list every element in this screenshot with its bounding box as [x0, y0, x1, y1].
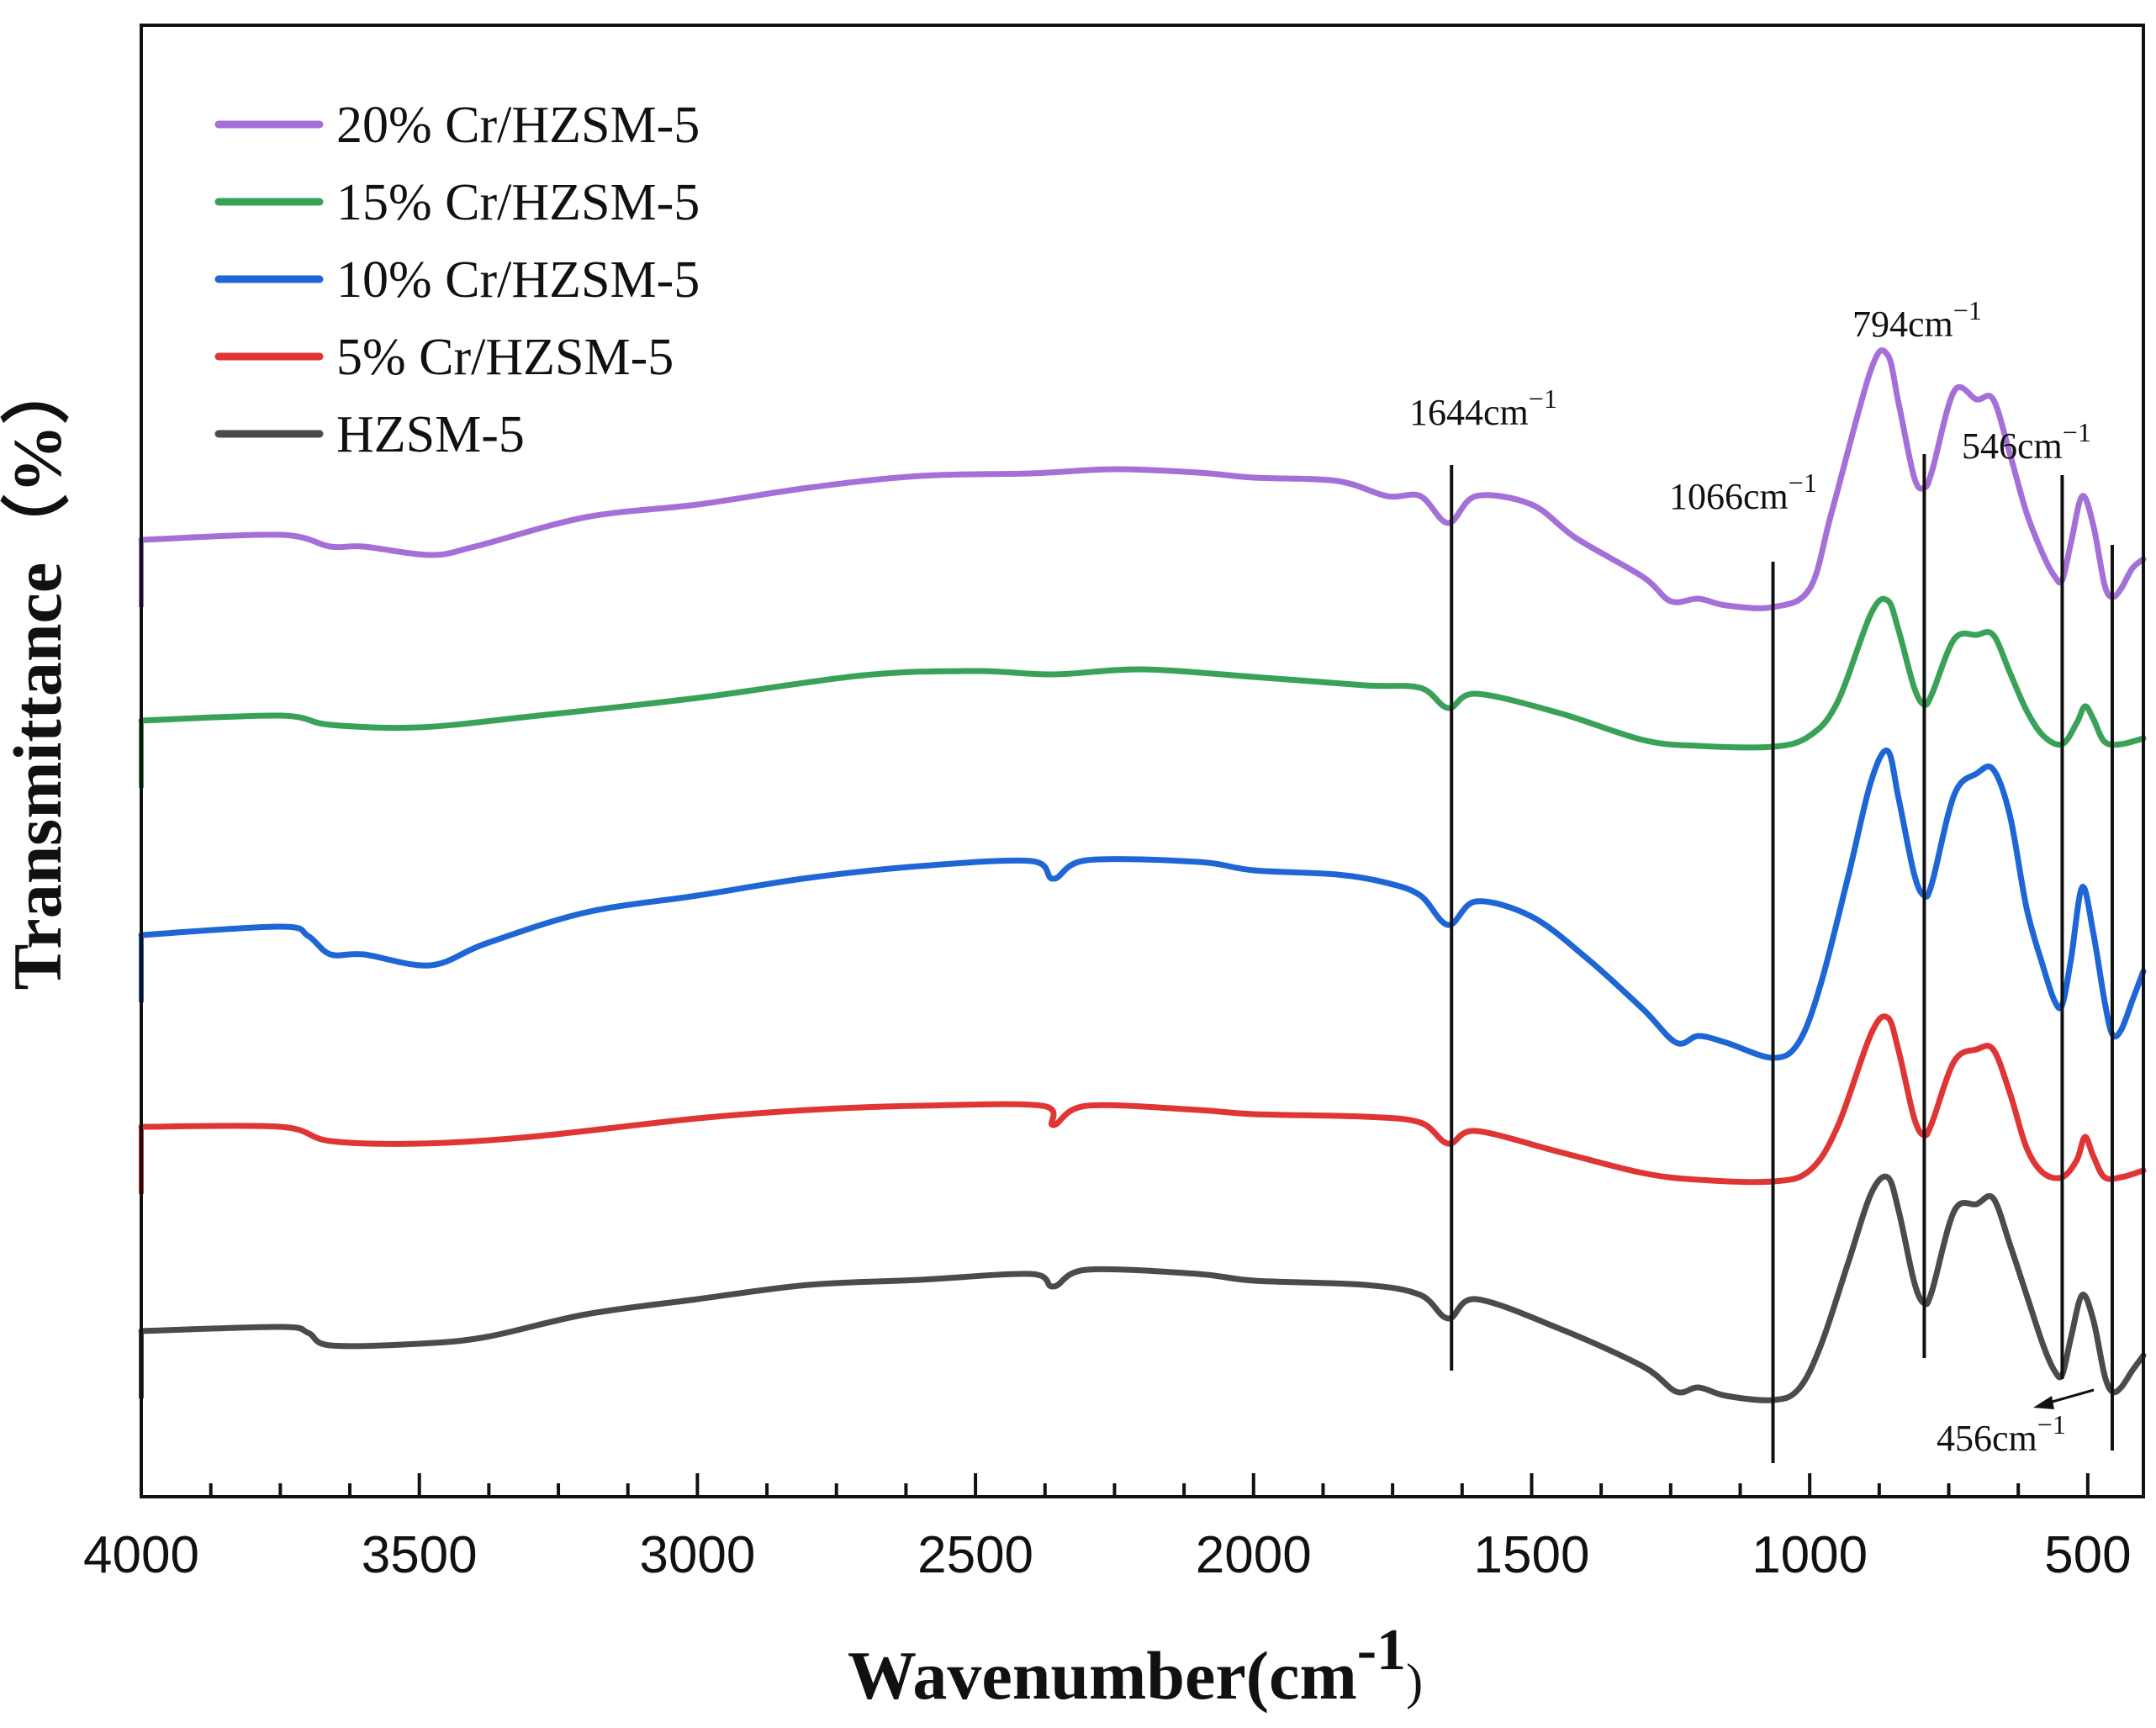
series-line-2	[138, 748, 2147, 1061]
legend-label-0: 20% Cr/HZSM-5	[336, 97, 700, 154]
series-line-0	[138, 347, 2147, 611]
series-line-3	[138, 1013, 2147, 1186]
x-tick-label-500: 500	[2044, 1526, 2131, 1584]
annotation-794: 794cm−1	[1852, 295, 1982, 345]
legend-label-4: HZSM-5	[336, 406, 525, 463]
annotation-1066: 1066cm−1	[1669, 468, 1817, 517]
x-tick-label-2500: 2500	[917, 1526, 1033, 1584]
annotation-456: 456cm−1	[1937, 1409, 2066, 1459]
legend: 20% Cr/HZSM-5 15% Cr/HZSM-5 10% Cr/HZSM-5 5…	[214, 97, 700, 463]
x-axis-ticks: 4000 3500 3000 2500 2000 1500 1000 500	[83, 1473, 2132, 1584]
x-tick-label-1500: 1500	[1474, 1526, 1590, 1584]
annotation-546: 546cm−1	[1962, 417, 2091, 467]
x-axis-title: Wavenumber(cm-1)	[848, 1618, 1423, 1714]
series-line-4	[138, 1173, 2147, 1403]
x-tick-label-4000: 4000	[83, 1526, 199, 1584]
x-tick-label-2000: 2000	[1196, 1526, 1312, 1584]
legend-label-2: 10% Cr/HZSM-5	[336, 251, 700, 309]
annotation-456-arrow	[2033, 1388, 2095, 1409]
series-line-1	[138, 595, 2147, 751]
x-tick-label-3500: 3500	[362, 1526, 478, 1584]
legend-label-3: 5% Cr/HZSM-5	[336, 329, 674, 386]
reference-lines	[1450, 454, 2114, 1463]
x-tick-label-3000: 3000	[639, 1526, 755, 1584]
y-axis-title: Transmittance（%）	[0, 356, 76, 991]
legend-label-1: 15% Cr/HZSM-5	[336, 174, 700, 231]
annotation-1644: 1644cm−1	[1409, 383, 1557, 433]
x-tick-label-1000: 1000	[1752, 1526, 1868, 1584]
plot-frame	[140, 24, 2145, 1498]
